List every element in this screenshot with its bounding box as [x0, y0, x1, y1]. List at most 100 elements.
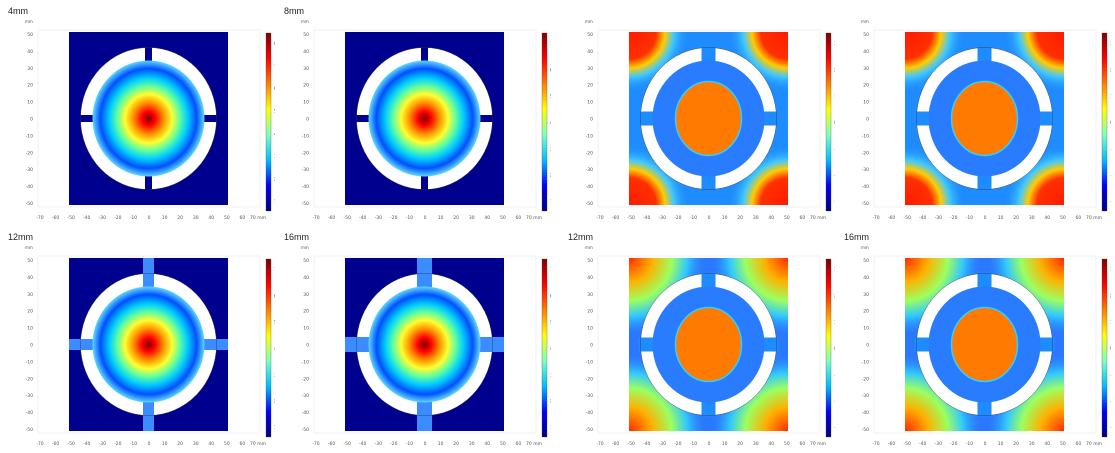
y-tick-label: 50: [27, 32, 33, 38]
y-tick-label: 20: [863, 309, 869, 315]
x-tick-label: -30: [99, 441, 106, 447]
ring-outline: [640, 47, 777, 190]
plot-panel-6: 16mm 50 40 30 20 10 0 -10 -20 -30 -40 -50 mm -70 -60 -5…: [276, 226, 551, 452]
y-tick-label: -50: [862, 427, 869, 433]
x-tick-label: 10: [998, 441, 1004, 447]
colorbar-tick-label: 3: [550, 146, 551, 151]
x-tick-label: 0: [424, 215, 427, 221]
colorbar-tick-label: -1: [1110, 372, 1111, 377]
x-tick-label: -30: [659, 215, 666, 221]
colorbar-tick-label: 3: [274, 154, 275, 159]
y-tick-label: -20: [302, 150, 309, 156]
x-tick-label: -50: [627, 215, 634, 221]
colorbar-tick-label: 6: [274, 86, 275, 91]
x-tick-label: 20: [453, 215, 459, 221]
y-tick-label: 20: [587, 309, 593, 315]
x-tick-label: 20: [177, 215, 183, 221]
x-tick-label: 40: [768, 215, 774, 221]
plot-panel-7: 12mm 50 40 30 20 10 0 -10 -20 -30 -40 -50 mm -70 -60 -5…: [560, 226, 835, 452]
x-tick-label: 50: [500, 215, 506, 221]
x-tick-label: 0: [708, 441, 711, 447]
inner-field-gaussian: [368, 286, 481, 403]
x-tick-label: -20: [390, 441, 397, 447]
colorbar-tick-label: 0: [834, 120, 835, 125]
x-tick-label: 40: [768, 441, 774, 447]
colorbar-tick-label: 1: [274, 425, 275, 430]
y-tick-label: -50: [586, 201, 593, 207]
y-tick-label: 30: [303, 292, 309, 298]
y-tick-label: -20: [586, 376, 593, 382]
x-tick-label: 20: [737, 441, 743, 447]
ring-outline: [356, 47, 493, 190]
y-unit-label: mm: [585, 19, 593, 24]
inner-field-core: [950, 80, 1019, 157]
x-tick-label: 10: [722, 441, 728, 447]
y-tick-label: -50: [302, 427, 309, 433]
x-tick-label: 40: [1044, 441, 1050, 447]
colorbar-tick-label: -1: [834, 146, 835, 151]
y-tick-label: -20: [862, 150, 869, 156]
y-tick-label: 10: [27, 100, 33, 106]
y-tick-label: 50: [303, 258, 309, 264]
colorbar-tick-label: 3: [1110, 41, 1111, 46]
y-tick-label: -20: [586, 150, 593, 156]
colorbar-tick-label: -3: [834, 199, 835, 204]
x-tick-label: -70: [312, 215, 319, 221]
x-tick-label: -70: [596, 441, 603, 447]
x-tick-label: 50: [1060, 441, 1066, 447]
y-tick-label: 10: [863, 326, 869, 332]
y-tick-label: 10: [27, 326, 33, 332]
colorbar-tick-label: 4: [274, 346, 275, 351]
inner-field-gaussian: [92, 60, 205, 177]
y-unit-label: mm: [25, 245, 33, 250]
x-tick-label: -20: [950, 441, 957, 447]
y-unit-label: mm: [861, 19, 869, 24]
y-unit-label: mm: [25, 19, 33, 24]
y-tick-label: 0: [590, 117, 593, 123]
x-tick-label: -50: [67, 215, 74, 221]
x-tick-label: 20: [453, 441, 459, 447]
y-tick-label: 30: [303, 66, 309, 72]
y-tick-label: 30: [27, 66, 33, 72]
x-tick-label: 40: [484, 215, 490, 221]
colorbar-tick-label: 5: [274, 320, 275, 325]
y-tick-label: -50: [862, 201, 869, 207]
colorbar: [265, 32, 272, 212]
x-tick-label: -60: [888, 215, 895, 221]
colorbar-tick-label: 4: [550, 120, 551, 125]
y-tick-label: -30: [862, 393, 869, 399]
y-tick-label: -20: [302, 376, 309, 382]
x-tick-label: 70 mm: [810, 441, 826, 447]
y-tick-label: 50: [587, 258, 593, 264]
y-tick-label: 20: [27, 309, 33, 315]
colorbar-tick-label: 1: [1110, 94, 1111, 99]
colorbar-tick-label: -2: [834, 173, 835, 178]
y-tick-label: 10: [863, 100, 869, 106]
x-tick-label: 70 mm: [1086, 441, 1102, 447]
x-tick-label: 70 mm: [526, 441, 542, 447]
colorbar-tick-label: 4: [274, 131, 275, 136]
y-tick-label: -40: [26, 184, 33, 190]
colorbar-tick-label: 5: [550, 94, 551, 99]
y-tick-label: 40: [863, 49, 869, 55]
colorbar-tick-label: 2: [274, 399, 275, 404]
panel-title: 8mm: [284, 6, 304, 16]
y-tick-label: 0: [590, 343, 593, 349]
x-tick-label: 70 mm: [810, 215, 826, 221]
y-unit-label: mm: [301, 19, 309, 24]
colorbar-tick-label: -3: [1110, 199, 1111, 204]
inner-field-gaussian: [92, 286, 205, 403]
x-tick-label: 60: [800, 441, 806, 447]
x-tick-label: 60: [240, 441, 246, 447]
y-tick-label: -40: [302, 410, 309, 416]
y-tick-label: -30: [586, 167, 593, 173]
colorbar-tick-label: 2: [550, 173, 551, 178]
x-tick-label: -10: [966, 441, 973, 447]
y-tick-label: -40: [586, 410, 593, 416]
y-tick-label: 40: [303, 49, 309, 55]
y-tick-label: -20: [862, 376, 869, 382]
x-tick-label: 0: [148, 441, 151, 447]
